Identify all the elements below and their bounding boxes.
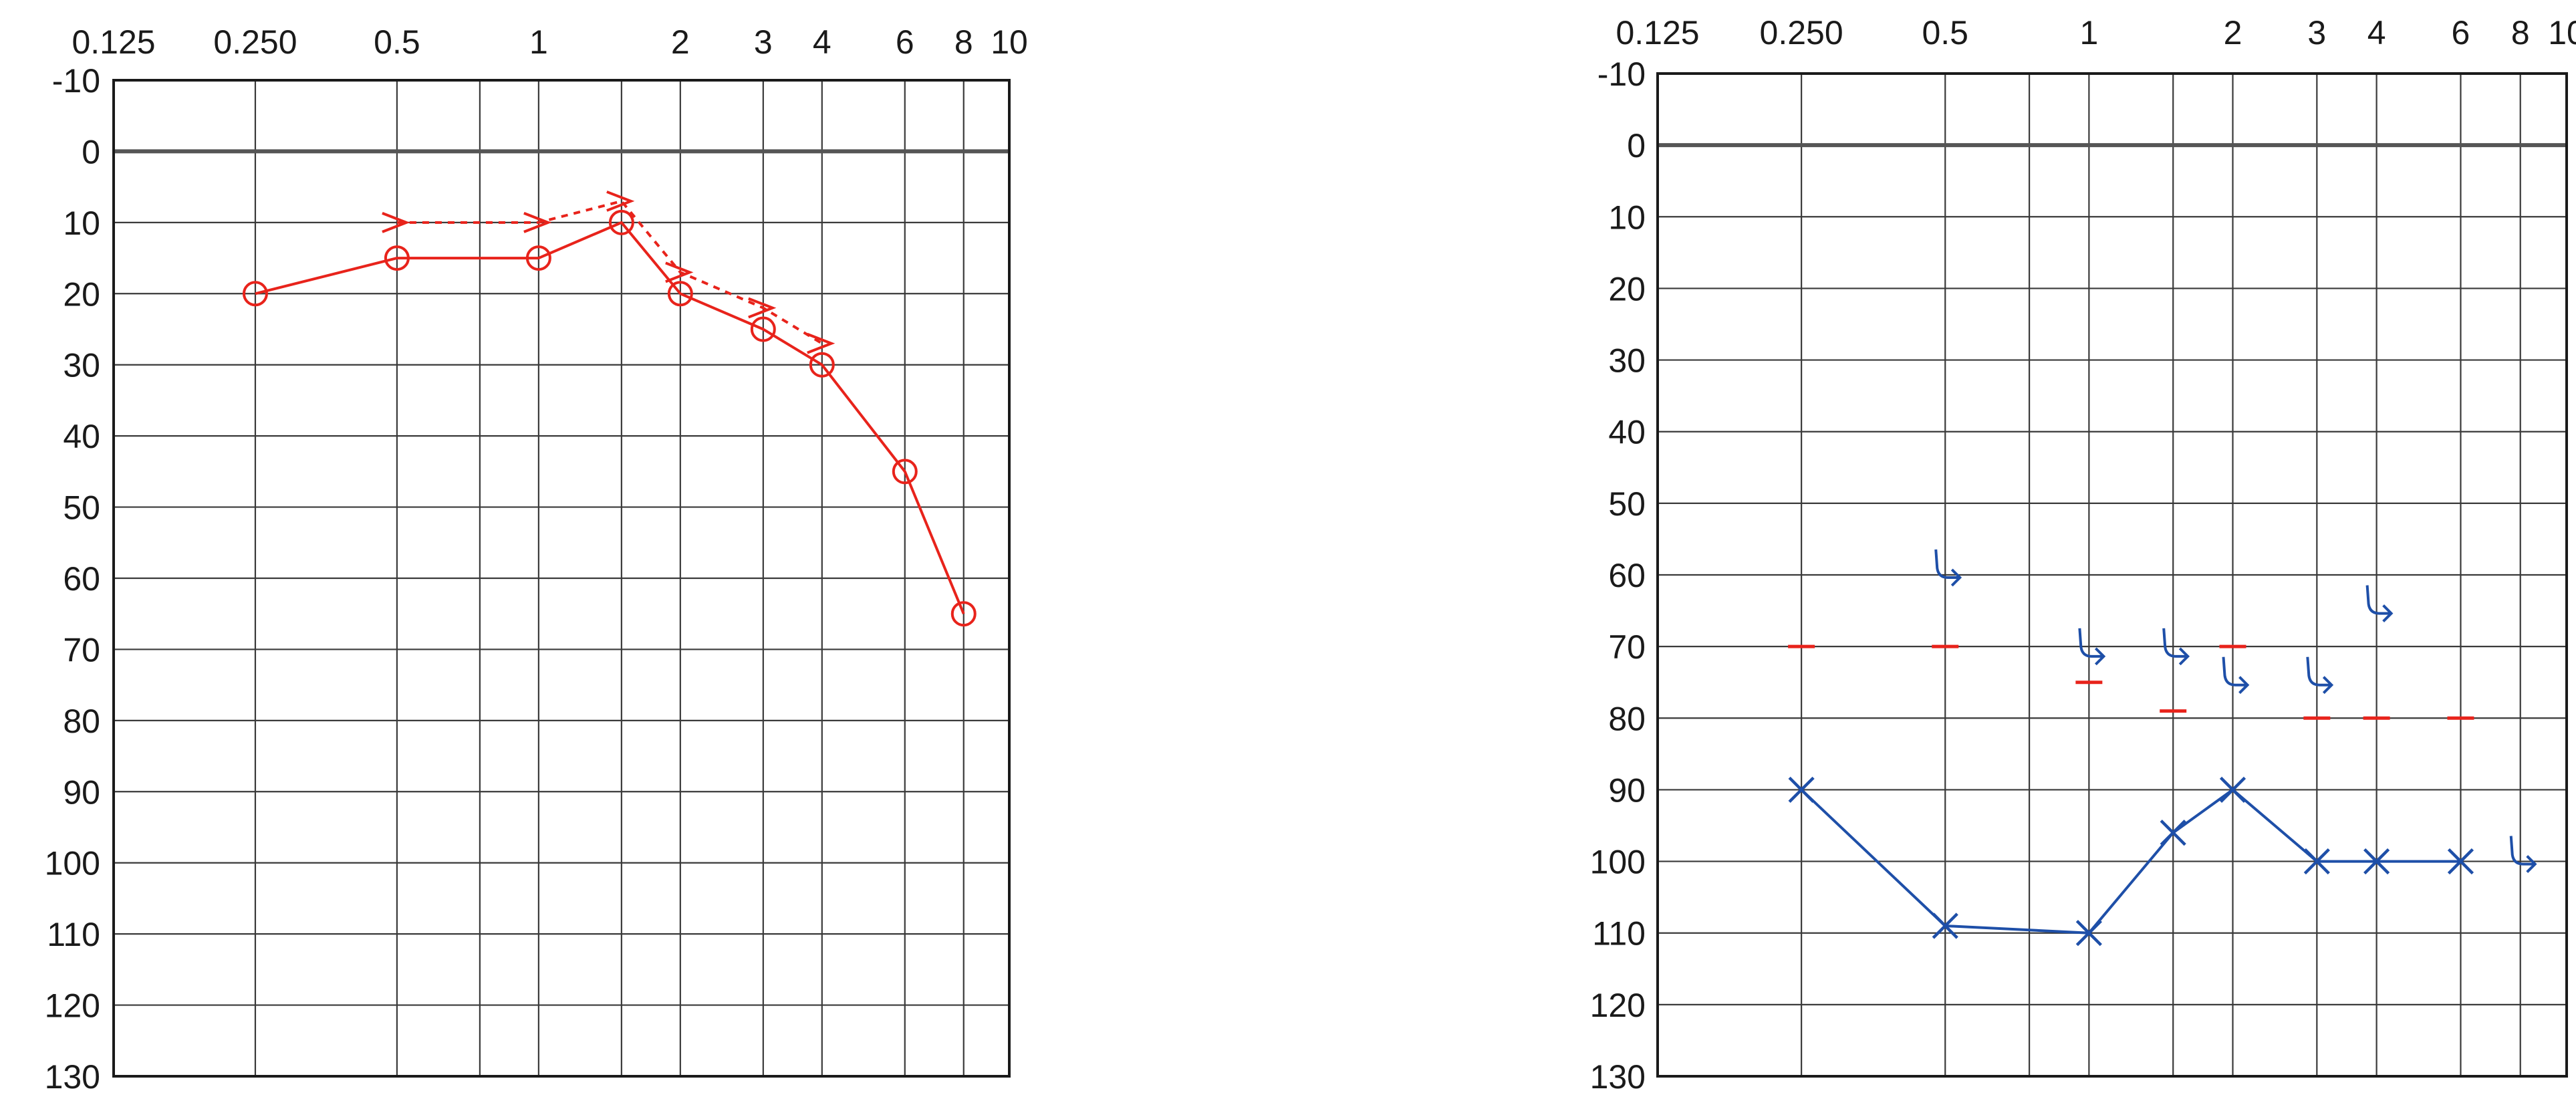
data-point-arrow [382,211,410,233]
x-tick-label: 0.250 [1760,14,1843,51]
x-tick-label: 1 [529,23,548,61]
y-tick-label: 50 [1608,485,1646,523]
data-point-circle [892,459,918,485]
y-tick-label: 130 [45,1058,100,1096]
y-tick-label: 110 [47,916,100,953]
data-point-no-response [1934,549,1960,579]
data-point-x [2219,776,2246,804]
x-tick-label: 0.125 [72,23,155,61]
y-tick-label: 20 [63,275,100,313]
data-point-x [2363,848,2390,875]
y-tick-label: 90 [1608,771,1646,809]
data-point-circle [809,352,835,378]
y-tick-label: 10 [1608,199,1646,236]
y-tick-label: 0 [1627,127,1646,164]
x-tick-label: 3 [754,23,773,61]
series-line [255,221,965,614]
data-point-arrow [807,332,835,354]
x-tick-label: 2 [2224,14,2242,51]
data-point-no-response-head [1950,568,1962,587]
data-point-arrow [665,261,694,283]
data-point-no-response [2509,836,2535,866]
data-point-x [2075,920,2102,947]
y-tick-label: 0 [82,133,100,170]
y-tick-label: 60 [1608,557,1646,594]
y-tick-label: 60 [63,560,100,598]
x-tick-label: 8 [954,23,973,61]
data-point-arrow [748,297,777,319]
data-point-circle [384,245,410,271]
y-tick-label: 30 [1608,342,1646,380]
x-tick-label: 4 [813,23,831,61]
y-tick-label: 80 [63,703,100,740]
data-point-no-response-head [2526,855,2537,873]
data-point-no-response [2162,628,2188,658]
data-point-no-response [2078,628,2104,658]
data-point-x [2447,848,2474,875]
series-line [1800,788,2461,935]
x-tick-label: 1 [2079,14,2098,51]
y-tick-label: 50 [63,489,100,527]
data-point-arrow [523,211,552,233]
data-point-circle [242,281,268,307]
y-tick-label: 100 [45,845,100,882]
y-tick-label: 110 [1592,915,1646,953]
x-tick-label: 2 [671,23,690,61]
x-tick-label: 0.5 [1922,14,1968,51]
y-tick-label: 120 [45,987,100,1025]
data-point-no-response [2306,656,2332,687]
data-point-circle [667,281,693,307]
data-point-no-response [2365,585,2392,615]
y-tick-label: 40 [1608,414,1646,451]
y-tick-label: 40 [63,418,100,455]
data-point-x [1932,912,1958,939]
x-tick-label: 8 [2511,14,2530,51]
x-tick-label: 0.250 [213,23,297,61]
data-point-no-response-head [2382,604,2394,622]
right-audiogram: 0.125 0.250 0.5 1 2 3 4 6 8 10 -10 0 10 20 30 40 50 60 70 8… [1590,14,2576,1096]
data-point-no-response [2222,656,2248,687]
x-tick-label: 3 [2307,14,2326,51]
y-tick-label: 80 [1608,700,1646,737]
data-point-x [2303,848,2330,875]
y-tick-label: 120 [1590,987,1646,1024]
y-tick-label: 100 [1590,844,1646,881]
x-tick-label: 10 [2548,14,2576,51]
plot-frame [1656,72,2568,1078]
x-tick-label: 6 [2452,14,2470,51]
y-tick-label: 70 [1608,628,1646,666]
y-tick-label: 30 [63,347,100,384]
series-line [396,199,823,345]
plot-frame [112,79,1011,1078]
y-tick-label: 70 [63,631,100,668]
x-tick-label: 0.5 [374,23,420,61]
data-point-circle [608,209,634,235]
y-tick-label: 20 [1608,270,1646,307]
y-tick-label: 130 [1590,1058,1646,1096]
left-audiogram: 0.125 0.250 0.5 1 2 3 4 6 8 10 -10 0 10 20 30 40 50 60 70 8… [45,23,1028,1096]
data-point-no-response-head [2238,676,2250,695]
y-tick-label: -10 [1597,55,1646,93]
data-point-no-response-head [2178,647,2190,666]
data-point-no-response-head [2094,647,2106,666]
x-tick-label: 6 [896,23,914,61]
data-point-no-response-head [2322,676,2334,695]
data-point-x [2160,820,2186,846]
data-point-x [1788,776,1815,804]
data-point-circle [525,245,551,271]
x-tick-label: 10 [991,23,1028,61]
data-point-circle [750,316,776,342]
x-tick-label: 4 [2367,14,2386,51]
data-point-arrow [606,191,635,212]
x-tick-label: 0.125 [1616,14,1699,51]
y-tick-label: 10 [63,205,100,242]
y-tick-label: -10 [52,62,100,100]
y-tick-label: 90 [63,773,100,811]
data-point-circle [950,601,977,627]
